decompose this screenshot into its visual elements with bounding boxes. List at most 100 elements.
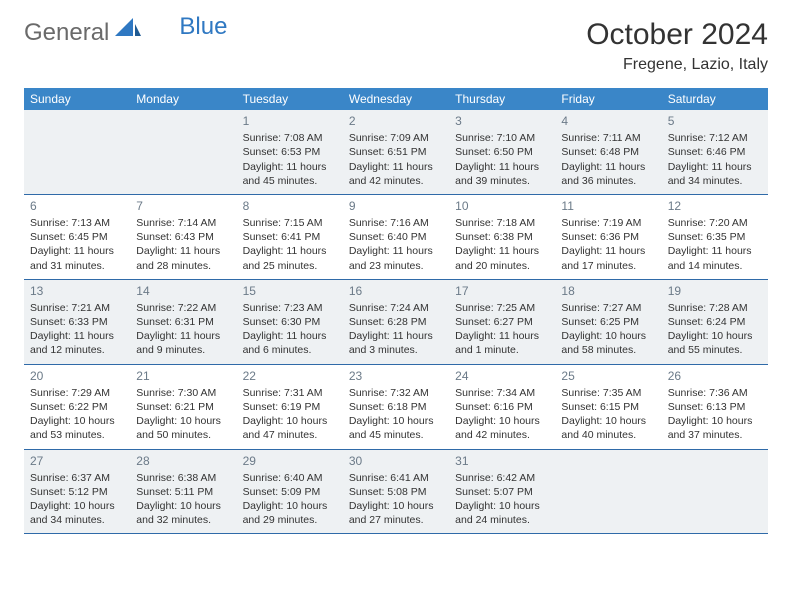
day-number: 1 [243, 113, 337, 129]
sunset-text: Sunset: 6:35 PM [668, 230, 762, 244]
sunset-text: Sunset: 6:31 PM [136, 315, 230, 329]
day-number: 14 [136, 283, 230, 299]
day-cell: 23Sunrise: 7:32 AMSunset: 6:18 PMDayligh… [343, 365, 449, 449]
day-cell: 10Sunrise: 7:18 AMSunset: 6:38 PMDayligh… [449, 195, 555, 279]
daylight-text: Daylight: 10 hours and 55 minutes. [668, 329, 762, 357]
sunset-text: Sunset: 6:50 PM [455, 145, 549, 159]
sunset-text: Sunset: 5:12 PM [30, 485, 124, 499]
sunset-text: Sunset: 6:25 PM [561, 315, 655, 329]
day-cell: 28Sunrise: 6:38 AMSunset: 5:11 PMDayligh… [130, 450, 236, 534]
sunset-text: Sunset: 6:48 PM [561, 145, 655, 159]
sunset-text: Sunset: 6:22 PM [30, 400, 124, 414]
sunset-text: Sunset: 6:43 PM [136, 230, 230, 244]
day-cell: 20Sunrise: 7:29 AMSunset: 6:22 PMDayligh… [24, 365, 130, 449]
weekday-label: Thursday [449, 88, 555, 110]
sunrise-text: Sunrise: 7:13 AM [30, 216, 124, 230]
day-number: 27 [30, 453, 124, 469]
sunset-text: Sunset: 5:09 PM [243, 485, 337, 499]
sunrise-text: Sunrise: 7:24 AM [349, 301, 443, 315]
daylight-text: Daylight: 11 hours and 14 minutes. [668, 244, 762, 272]
sunset-text: Sunset: 6:46 PM [668, 145, 762, 159]
daylight-text: Daylight: 11 hours and 36 minutes. [561, 160, 655, 188]
day-number: 20 [30, 368, 124, 384]
sunset-text: Sunset: 6:19 PM [243, 400, 337, 414]
day-cell: 24Sunrise: 7:34 AMSunset: 6:16 PMDayligh… [449, 365, 555, 449]
day-number: 12 [668, 198, 762, 214]
day-number: 22 [243, 368, 337, 384]
day-cell: 3Sunrise: 7:10 AMSunset: 6:50 PMDaylight… [449, 110, 555, 194]
sunrise-text: Sunrise: 7:10 AM [455, 131, 549, 145]
sunrise-text: Sunrise: 7:23 AM [243, 301, 337, 315]
day-cell: 26Sunrise: 7:36 AMSunset: 6:13 PMDayligh… [662, 365, 768, 449]
day-number: 9 [349, 198, 443, 214]
day-cell: 1Sunrise: 7:08 AMSunset: 6:53 PMDaylight… [237, 110, 343, 194]
sunset-text: Sunset: 6:33 PM [30, 315, 124, 329]
daylight-text: Daylight: 10 hours and 58 minutes. [561, 329, 655, 357]
day-number: 8 [243, 198, 337, 214]
daylight-text: Daylight: 10 hours and 50 minutes. [136, 414, 230, 442]
day-cell: 29 Sunrise: 6:40 AMSunset: 5:09 PMDayligh… [237, 450, 343, 534]
sunset-text: Sunset: 6:24 PM [668, 315, 762, 329]
title-block: October 2024 Fregene, Lazio, Italy [586, 18, 768, 74]
sunrise-text: Sunrise: 7:09 AM [349, 131, 443, 145]
sunset-text: Sunset: 6:41 PM [243, 230, 337, 244]
daylight-text: Daylight: 10 hours and 53 minutes. [30, 414, 124, 442]
sunrise-text: Sunrise: 7:36 AM [668, 386, 762, 400]
day-number: 21 [136, 368, 230, 384]
daylight-text: Daylight: 11 hours and 17 minutes. [561, 244, 655, 272]
daylight-text: Daylight: 10 hours and 27 minutes. [349, 499, 443, 527]
sunrise-text: Sunrise: 7:19 AM [561, 216, 655, 230]
day-number: 17 [455, 283, 549, 299]
day-number: 16 [349, 283, 443, 299]
sunrise-text: Sunrise: 7:30 AM [136, 386, 230, 400]
sunset-text: Sunset: 6:13 PM [668, 400, 762, 414]
sunrise-text: Sunrise: 7:11 AM [561, 131, 655, 145]
daylight-text: Daylight: 10 hours and 42 minutes. [455, 414, 549, 442]
daylight-text: Daylight: 11 hours and 20 minutes. [455, 244, 549, 272]
daylight-text: Daylight: 10 hours and 34 minutes. [30, 499, 124, 527]
week-row: 1Sunrise: 7:08 AMSunset: 6:53 PMDaylight… [24, 110, 768, 195]
day-cell: 22Sunrise: 7:31 AMSunset: 6:19 PMDayligh… [237, 365, 343, 449]
day-cell: 12 Sunrise: 7:20 AMSunset: 6:35 PMDayligh… [662, 195, 768, 279]
day-cell [662, 450, 768, 534]
day-number: 7 [136, 198, 230, 214]
brand-part1: General [24, 19, 109, 47]
sail-icon [115, 18, 141, 47]
day-number: 3 [455, 113, 549, 129]
sunrise-text: Sunrise: 7:18 AM [455, 216, 549, 230]
weekday-label: Tuesday [237, 88, 343, 110]
sunrise-text: Sunrise: 7:20 AM [668, 216, 762, 230]
daylight-text: Daylight: 10 hours and 40 minutes. [561, 414, 655, 442]
sunrise-text: Sunrise: 7:32 AM [349, 386, 443, 400]
day-number: 15 [243, 283, 337, 299]
daylight-text: Daylight: 11 hours and 9 minutes. [136, 329, 230, 357]
sunset-text: Sunset: 6:53 PM [243, 145, 337, 159]
daylight-text: Daylight: 11 hours and 23 minutes. [349, 244, 443, 272]
day-number: 29 [243, 453, 337, 469]
sunset-text: Sunset: 6:21 PM [136, 400, 230, 414]
week-row: 6Sunrise: 7:13 AMSunset: 6:45 PMDaylight… [24, 195, 768, 280]
sunset-text: Sunset: 5:11 PM [136, 485, 230, 499]
day-cell: 16Sunrise: 7:24 AMSunset: 6:28 PMDayligh… [343, 280, 449, 364]
day-cell: 5Sunrise: 7:12 AMSunset: 6:46 PMDaylight… [662, 110, 768, 194]
day-number: 25 [561, 368, 655, 384]
day-number: 11 [561, 198, 655, 214]
location: Fregene, Lazio, Italy [586, 56, 768, 74]
daylight-text: Daylight: 11 hours and 45 minutes. [243, 160, 337, 188]
day-number: 4 [561, 113, 655, 129]
sunrise-text: Sunrise: 6:40 AM [243, 471, 337, 485]
sunrise-text: Sunrise: 7:14 AM [136, 216, 230, 230]
day-cell: 2Sunrise: 7:09 AMSunset: 6:51 PMDaylight… [343, 110, 449, 194]
day-cell: 9Sunrise: 7:16 AMSunset: 6:40 PMDaylight… [343, 195, 449, 279]
sunrise-text: Sunrise: 7:34 AM [455, 386, 549, 400]
sunrise-text: Sunrise: 7:21 AM [30, 301, 124, 315]
brand-part2: Blue [179, 13, 227, 41]
sunset-text: Sunset: 6:30 PM [243, 315, 337, 329]
day-number: 30 [349, 453, 443, 469]
daylight-text: Daylight: 10 hours and 29 minutes. [243, 499, 337, 527]
week-row: 20Sunrise: 7:29 AMSunset: 6:22 PMDayligh… [24, 365, 768, 450]
daylight-text: Daylight: 11 hours and 34 minutes. [668, 160, 762, 188]
day-cell: 18Sunrise: 7:27 AMSunset: 6:25 PMDayligh… [555, 280, 661, 364]
day-number: 24 [455, 368, 549, 384]
day-number: 2 [349, 113, 443, 129]
